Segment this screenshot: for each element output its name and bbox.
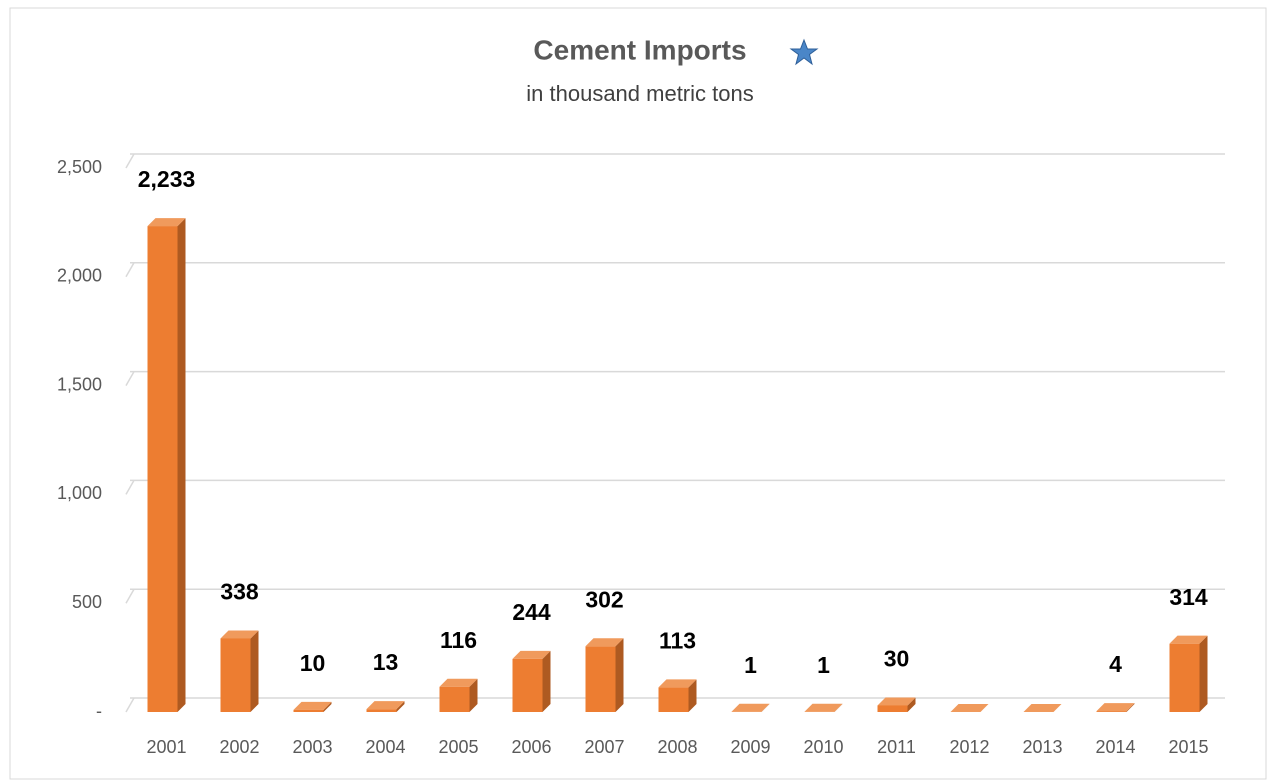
x-tick-label: 2012 <box>949 737 989 757</box>
bar-side <box>1126 703 1135 712</box>
data-label: 314 <box>1169 584 1208 610</box>
bar-top <box>1169 635 1208 644</box>
bar-side <box>542 650 551 712</box>
grid-diag <box>125 480 135 495</box>
grid-diag <box>125 588 135 604</box>
x-tick-label: 2011 <box>877 737 916 757</box>
bar-top <box>731 703 770 712</box>
bar-top <box>220 630 259 639</box>
bar-top <box>366 701 405 710</box>
y-tick-label: 2,000 <box>57 266 102 286</box>
x-tick-label: 2010 <box>803 737 843 757</box>
data-label: 4 <box>1109 651 1122 677</box>
data-label: 13 <box>373 649 399 675</box>
bar <box>877 705 908 712</box>
bar-top <box>1096 703 1135 712</box>
bar-top <box>147 218 186 227</box>
y-tick-label: 500 <box>72 592 102 612</box>
x-tick-label: 2013 <box>1022 737 1062 757</box>
bar-side <box>396 701 405 712</box>
x-tick-label: 2005 <box>438 737 478 757</box>
bar-top <box>439 678 478 687</box>
bar-side <box>469 678 478 712</box>
bar-side <box>761 703 770 712</box>
data-label: 113 <box>659 627 696 653</box>
bar-side <box>1199 635 1208 712</box>
data-label: 338 <box>220 579 259 605</box>
grid-diag <box>125 697 135 713</box>
x-tick-label: 2003 <box>292 737 332 757</box>
bar <box>220 638 251 712</box>
data-label: 302 <box>585 586 623 612</box>
y-tick-label: 1,500 <box>57 374 102 394</box>
bar <box>585 646 616 712</box>
bar-side <box>907 697 916 712</box>
bar-top <box>293 701 332 710</box>
y-tick-label: 1,000 <box>57 483 102 503</box>
chart-subtitle: in thousand metric tons <box>526 81 753 106</box>
x-tick-label: 2015 <box>1168 737 1208 757</box>
x-tick-label: 2014 <box>1095 737 1135 757</box>
x-tick-label: 2001 <box>146 737 186 757</box>
bar-side <box>177 218 186 713</box>
x-tick-label: 2007 <box>584 737 624 757</box>
bar-side <box>688 679 697 712</box>
x-tick-label: 2008 <box>657 737 697 757</box>
star-icon <box>789 38 819 66</box>
bar <box>658 687 689 712</box>
data-label: 30 <box>884 646 910 672</box>
data-label: 244 <box>512 599 551 625</box>
data-label: 2,233 <box>138 166 196 192</box>
chart-title: Cement Imports <box>533 34 746 65</box>
chart-frame <box>9 7 1267 780</box>
y-tick-label: 2,500 <box>57 157 102 177</box>
bar <box>147 226 178 713</box>
bar <box>439 686 470 712</box>
bar-top <box>950 704 989 712</box>
y-tick-label: - <box>96 701 102 721</box>
bar <box>512 658 543 712</box>
bar <box>1096 711 1127 712</box>
bar-top <box>585 638 624 647</box>
bar-top <box>658 679 697 688</box>
grid-diag <box>125 371 135 386</box>
data-label: 116 <box>440 627 477 653</box>
x-tick-label: 2009 <box>730 737 770 757</box>
bar-side <box>615 638 624 712</box>
data-label: 1 <box>744 652 757 678</box>
bar-side <box>834 703 843 712</box>
bar <box>366 709 397 712</box>
data-label: 1 <box>817 652 830 678</box>
bar-side <box>323 701 332 712</box>
bar-side <box>250 630 259 712</box>
x-tick-label: 2002 <box>219 737 259 757</box>
grid-diag <box>125 262 135 278</box>
bar <box>1169 643 1200 712</box>
grid-diag <box>125 153 135 169</box>
bar <box>293 709 324 712</box>
bar-top <box>804 703 843 712</box>
bar-top <box>877 697 916 706</box>
x-tick-label: 2006 <box>511 737 551 757</box>
bar-top <box>1023 704 1062 712</box>
data-label: 10 <box>300 650 326 676</box>
bar-top <box>512 650 551 659</box>
x-tick-label: 2004 <box>365 737 405 757</box>
